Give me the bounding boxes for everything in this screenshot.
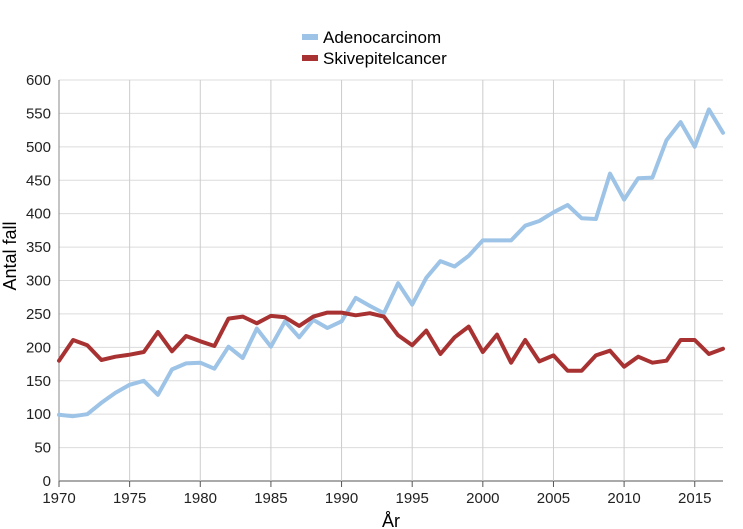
y-tick-label: 500 bbox=[26, 139, 51, 156]
x-tick-label: 1970 bbox=[42, 490, 75, 507]
series-line-skivepitelcancer bbox=[57, 310, 725, 373]
legend-label: Skivepitelcancer bbox=[323, 49, 447, 68]
y-tick-label: 150 bbox=[26, 373, 51, 390]
y-tick-label: 0 bbox=[43, 473, 51, 490]
series-line-adenocarcinom bbox=[57, 107, 725, 419]
x-tick-label: 1995 bbox=[396, 490, 429, 507]
x-tick-label: 1980 bbox=[184, 490, 217, 507]
y-tick-label: 250 bbox=[26, 306, 51, 323]
x-tick-label: 2000 bbox=[466, 490, 499, 507]
y-tick-label: 450 bbox=[26, 172, 51, 189]
y-tick-label: 100 bbox=[26, 406, 51, 423]
legend-label: Adenocarcinom bbox=[323, 28, 441, 47]
x-tick-label: 2010 bbox=[607, 490, 640, 507]
y-tick-label: 600 bbox=[26, 72, 51, 89]
grid-lines bbox=[58, 79, 723, 482]
x-tick-label: 1975 bbox=[113, 490, 146, 507]
y-axis-ticks: 0 50 100 150 200 250 300 350 400 450 500 550 600 bbox=[26, 72, 51, 490]
legend: Adenocarcinom Skivepitelcancer bbox=[302, 28, 447, 68]
y-tick-label: 400 bbox=[26, 206, 51, 223]
x-axis-ticks: 1970 1975 1980 1985 1990 1995 2000 2005 2010 2015 bbox=[42, 481, 711, 507]
y-tick-label: 50 bbox=[34, 440, 51, 457]
x-tick-label: 2015 bbox=[678, 490, 711, 507]
y-tick-label: 350 bbox=[26, 239, 51, 256]
y-axis-title: Antal fall bbox=[0, 221, 20, 290]
y-tick-label: 300 bbox=[26, 273, 51, 290]
x-tick-label: 1985 bbox=[254, 490, 287, 507]
y-tick-label: 550 bbox=[26, 105, 51, 122]
x-tick-label: 1990 bbox=[325, 490, 358, 507]
y-tick-label: 200 bbox=[26, 339, 51, 356]
x-axis-title: År bbox=[382, 511, 400, 529]
series-lines bbox=[57, 107, 725, 419]
x-tick-label: 2005 bbox=[537, 490, 570, 507]
